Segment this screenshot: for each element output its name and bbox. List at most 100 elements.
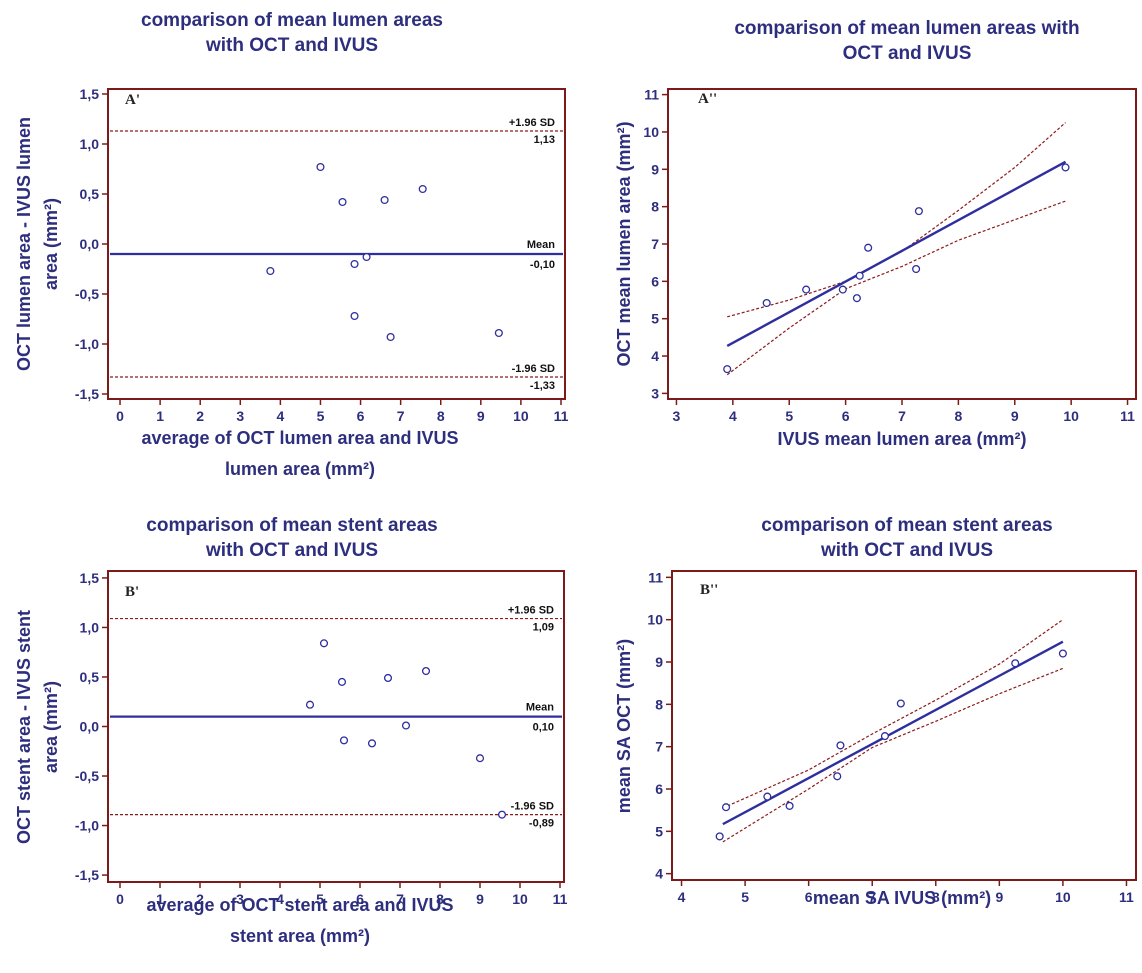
x-axis-label: lumen area (mm²) [225, 459, 375, 479]
x-axis-label: average of OCT stent area and IVUS [146, 895, 453, 915]
data-point [339, 736, 349, 745]
chart-title-line: with OCT and IVUS [820, 540, 993, 561]
y-tick-label: 3 [651, 385, 659, 401]
panel-label: B' [125, 584, 139, 600]
y-tick-label: 4 [651, 348, 659, 364]
data-point [380, 195, 389, 205]
data-point [383, 673, 393, 683]
data-point [338, 197, 347, 207]
y-axis-label: area (mm²) [41, 681, 61, 773]
x-tick-label: 0 [116, 408, 124, 424]
x-tick-label: 10 [513, 408, 529, 424]
x-tick-label: 4 [729, 408, 737, 424]
x-tick-label: 7 [397, 408, 405, 424]
ci-lower-curve [722, 667, 1064, 843]
data-point [914, 207, 923, 216]
data-point [350, 311, 359, 321]
x-tick-label: 6 [805, 889, 813, 905]
mean-value: -0,10 [530, 259, 555, 271]
data-point [852, 294, 861, 303]
data-point [864, 243, 873, 252]
data-point [497, 810, 507, 819]
y-tick-label: 1,5 [80, 86, 100, 102]
x-tick-label: 9 [1011, 408, 1019, 424]
chart-title-line: comparison of mean stent areas [146, 515, 437, 536]
data-point [715, 832, 724, 841]
lower-limit-name: -1.96 SD [511, 801, 554, 813]
upper-limit-value: 1,13 [534, 134, 555, 146]
data-point [836, 741, 845, 750]
y-tick-label: 5 [651, 311, 659, 327]
data-point [401, 721, 411, 730]
lower-limit-value: -0,89 [529, 818, 554, 830]
y-axis-label: OCT mean lumen area (mm²) [614, 121, 634, 366]
data-point [1011, 659, 1020, 668]
data-point [785, 801, 794, 810]
x-tick-label: 7 [868, 889, 876, 905]
plot-frame [671, 570, 1137, 881]
data-point [896, 699, 905, 708]
lower-limit-value: -1,33 [530, 380, 555, 392]
panel-label: A' [125, 92, 140, 108]
x-tick-label: 1 [156, 408, 164, 424]
data-point [833, 772, 842, 781]
x-axis-label: stent area (mm²) [230, 926, 370, 946]
lower-limit-name: -1.96 SD [512, 363, 555, 375]
y-tick-label: 4 [655, 866, 663, 882]
y-tick-label: 7 [651, 236, 659, 252]
data-point [316, 162, 325, 172]
x-tick-label: 5 [317, 408, 325, 424]
y-tick-label: -0,5 [75, 286, 99, 302]
ci-lower-curve [726, 200, 1066, 376]
x-tick-label: 8 [437, 408, 445, 424]
data-point [880, 732, 889, 741]
mean-value: 0,10 [533, 722, 554, 734]
x-tick-label: 9 [476, 891, 484, 907]
x-tick-label: 7 [898, 408, 906, 424]
data-point [337, 677, 347, 686]
data-point [802, 285, 811, 294]
chart-panel-4: comparison of mean stent areas with OCT a… [614, 515, 1137, 908]
data-point [350, 259, 359, 269]
ci-upper-curve [727, 122, 1066, 318]
y-tick-label: 0,0 [80, 719, 100, 735]
x-tick-label: 2 [196, 408, 204, 424]
y-tick-label: -1,5 [75, 386, 99, 402]
chart-title-line: with OCT and IVUS [205, 35, 378, 56]
y-tick-label: 0,5 [80, 669, 100, 685]
y-tick-label: 10 [647, 612, 663, 628]
x-tick-label: 4 [276, 891, 284, 907]
chart-title-line: comparison of mean stent areas [761, 515, 1052, 536]
chart-panel-1: comparison of mean lumen areas with OCT a… [14, 10, 569, 479]
x-axis-label: average of OCT lumen area and IVUS [141, 428, 458, 448]
plot-frame [107, 88, 566, 400]
y-axis-label: area (mm²) [41, 198, 61, 290]
y-tick-label: -1,5 [75, 867, 99, 883]
y-tick-label: 1,5 [80, 570, 100, 586]
regression-line [726, 160, 1067, 348]
data-point [362, 252, 371, 262]
chart-title-line: with OCT and IVUS [205, 540, 378, 561]
y-tick-label: 8 [655, 696, 663, 712]
ci-upper-curve [722, 619, 1064, 809]
x-tick-label: 4 [276, 408, 284, 424]
panel-label: B'' [700, 582, 718, 598]
y-tick-label: 6 [651, 273, 659, 289]
data-point [1058, 649, 1067, 658]
data-point [762, 298, 771, 308]
x-tick-label: 10 [1063, 408, 1079, 424]
x-tick-label: 9 [477, 408, 485, 424]
mean-name: Mean [527, 239, 555, 251]
y-tick-label: 11 [644, 87, 659, 103]
data-point [367, 739, 377, 748]
data-point [418, 184, 427, 194]
upper-limit-name: +1.96 SD [509, 117, 555, 129]
data-point [912, 264, 921, 274]
x-tick-label: 11 [554, 408, 569, 424]
y-tick-label: -1,0 [75, 818, 99, 834]
y-tick-label: 8 [651, 199, 659, 215]
upper-limit-name: +1.96 SD [508, 605, 554, 617]
panel-label: A'' [698, 91, 717, 107]
x-tick-label: 6 [356, 891, 364, 907]
